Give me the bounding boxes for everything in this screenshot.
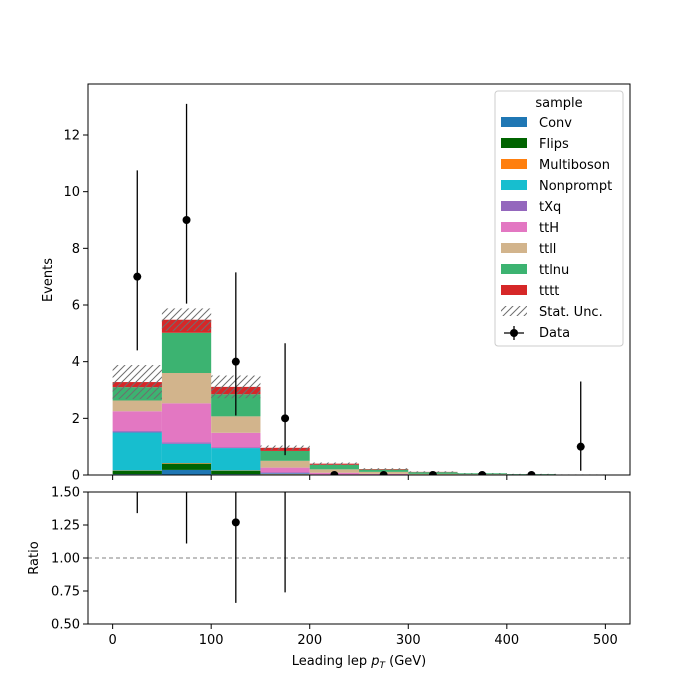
bar-txq [161, 442, 212, 444]
bar-flips [112, 470, 162, 475]
bar-tth [211, 432, 261, 448]
data-point [527, 471, 536, 475]
legend-title: sample [535, 96, 582, 111]
ratio-x-tick-label: 500 [593, 633, 618, 648]
bar-tth [112, 411, 162, 432]
main-y-axis-label: Events [41, 258, 56, 302]
main-y-tick-label: 6 [72, 299, 80, 314]
data-point [379, 471, 388, 475]
data-point [428, 471, 437, 475]
bar-ttll [112, 400, 162, 412]
legend-swatch-tth [501, 222, 527, 232]
bar-txq [211, 447, 261, 449]
ratio-y-tick-label: 1.50 [51, 486, 80, 501]
ratio-y-tick-label: 1.00 [51, 552, 80, 567]
ratio-y-axis-label: Ratio [27, 541, 42, 574]
legend-label-txq: tXq [539, 200, 561, 215]
main-y-tick-label: 8 [72, 242, 80, 257]
data-point [330, 471, 339, 475]
ratio-x-tick-label: 200 [297, 633, 322, 648]
data-point [576, 442, 585, 451]
legend-label-multiboson: Multiboson [539, 158, 610, 173]
legend-label-nonprompt: Nonprompt [539, 179, 612, 194]
ratio-points [136, 483, 286, 603]
legend-swatch-txq [501, 201, 527, 211]
ratio-y-tick-label: 1.25 [51, 519, 80, 534]
legend-label-stat-unc: Stat. Unc. [539, 305, 603, 320]
data-point [478, 471, 487, 475]
ratio-x-tick-label: 300 [396, 633, 421, 648]
main-y-tick-label: 12 [63, 129, 80, 144]
main-panel: 0 2 4 6 8 10 12 Events [41, 83, 631, 484]
bar-multiboson [161, 463, 212, 464]
bar-ttlnu [260, 450, 310, 461]
legend: sample Conv Flips Multiboson Nonprompt tXq tt… [494, 90, 624, 347]
stat-unc-band [112, 365, 162, 400]
ratio-y-tick-label: 0.75 [51, 585, 80, 600]
ratio-x-ticks: 0 100 200 300 400 500 [108, 624, 618, 648]
data-points [133, 103, 585, 475]
ratio-panel: 0 100 200 300 400 500 0.50 0.75 1.00 1.25 1.50 Ra… [27, 483, 631, 671]
ratio-x-tick-label: 100 [199, 633, 224, 648]
bar-ttlnu [359, 469, 409, 472]
bar-ttll [161, 373, 212, 404]
ratio-point [231, 518, 240, 527]
legend-swatch-ttll [501, 243, 527, 253]
bar-nonprompt [211, 448, 261, 471]
legend-swatch-conv [501, 117, 527, 127]
data-point [133, 272, 142, 281]
data-point [182, 216, 191, 224]
bar-ttlnu [309, 464, 359, 470]
legend-label-ttll: ttll [539, 242, 556, 257]
legend-data-marker [510, 329, 518, 337]
x-axis-label: Leading lep pT (GeV) [292, 654, 426, 671]
legend-label-tth: ttH [539, 221, 559, 236]
bar-tth [161, 403, 212, 443]
main-plot-frame [87, 83, 631, 476]
bar-tth [260, 467, 310, 473]
legend-label-flips: Flips [539, 137, 569, 152]
ratio-x-tick-label: 0 [108, 633, 116, 648]
main-y-tick-label: 0 [72, 469, 80, 484]
main-y-ticks: 0 2 4 6 8 10 12 [63, 129, 88, 484]
main-y-tick-label: 2 [72, 412, 80, 427]
bar-txq [260, 472, 310, 474]
bar-txq [112, 431, 162, 433]
legend-swatch-ttlnu [501, 264, 527, 274]
main-y-tick-label: 4 [72, 355, 80, 370]
bar-nonprompt [112, 432, 162, 471]
legend-swatch-flips [501, 138, 527, 148]
main-x-ticks [112, 475, 606, 480]
legend-swatch-multiboson [501, 159, 527, 169]
ratio-point [183, 483, 191, 491]
main-y-tick-label: 10 [63, 185, 80, 200]
legend-label-ttlnu: ttlnu [539, 263, 569, 278]
bar-nonprompt [260, 473, 310, 475]
stat-unc-band [359, 468, 409, 470]
bar-flips [211, 470, 261, 475]
bar-ttll [260, 460, 310, 468]
bar-flips [161, 463, 212, 470]
stat-unc-band [161, 308, 212, 332]
ratio-y-ticks: 0.50 0.75 1.00 1.25 1.50 [51, 486, 88, 633]
bar-ttlnu [161, 332, 212, 373]
data-point [231, 357, 240, 366]
legend-label-tttt: tttt [539, 284, 559, 299]
ratio-plot-frame [87, 491, 631, 625]
legend-label-conv: Conv [539, 116, 572, 131]
ratio-x-tick-label: 400 [494, 633, 519, 648]
legend-swatch-tttt [501, 285, 527, 295]
legend-label-data: Data [539, 326, 570, 341]
legend-items: Conv Flips Multiboson Nonprompt tXq ttH ttll tt… [501, 116, 612, 341]
bar-conv [161, 469, 212, 475]
data-point [281, 414, 290, 423]
bar-nonprompt [161, 443, 212, 464]
bar-ttll [211, 416, 261, 433]
stat-unc-band [309, 462, 359, 465]
legend-swatch-stat-unc [501, 306, 527, 316]
legend-swatch-nonprompt [501, 180, 527, 190]
legend-frame [494, 90, 624, 347]
ratio-y-tick-label: 0.50 [51, 618, 80, 633]
